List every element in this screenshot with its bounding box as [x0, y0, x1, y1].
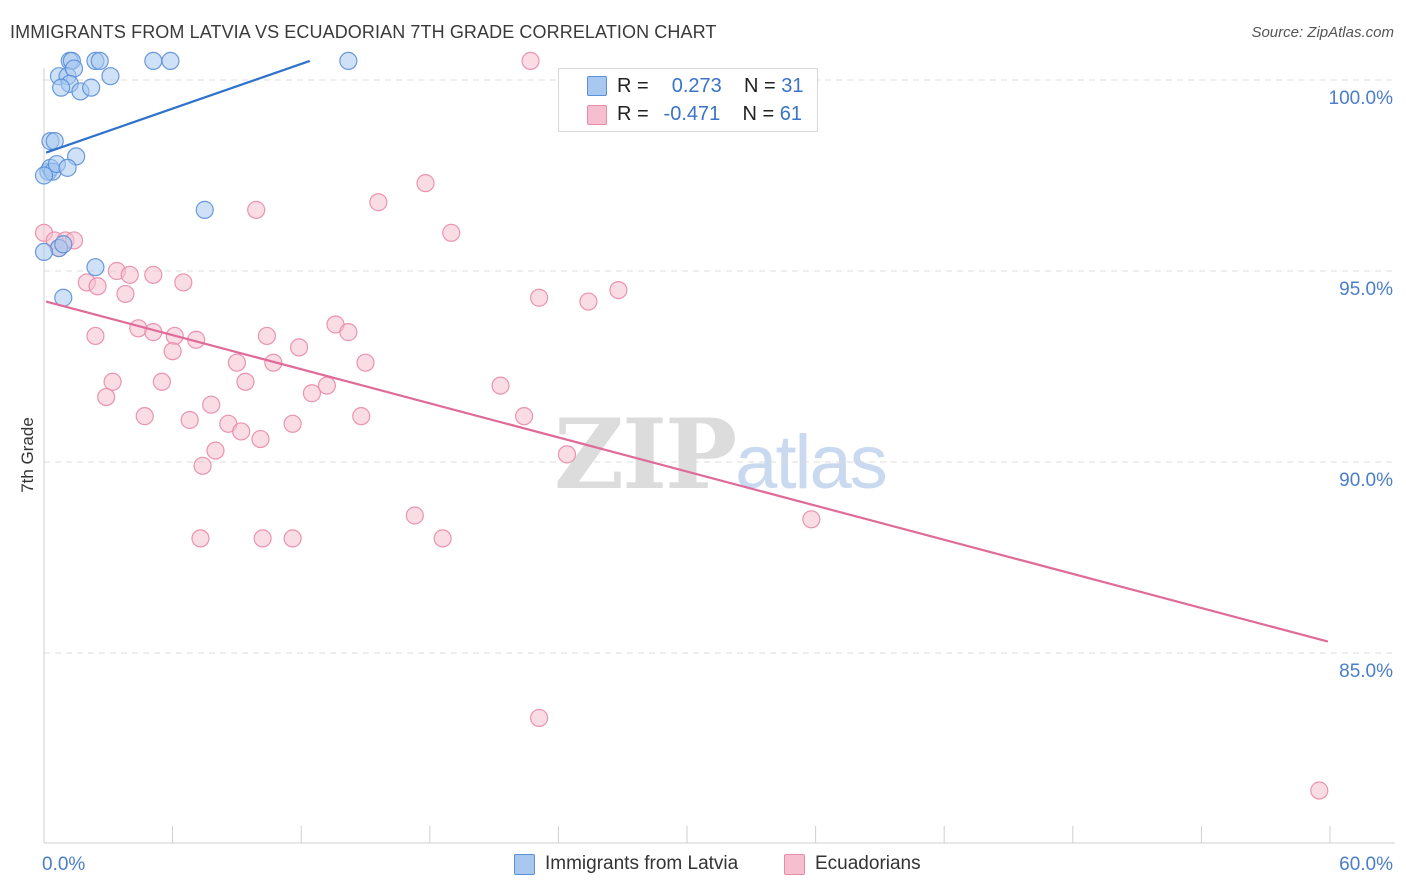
ecuadorians-point	[433, 529, 452, 548]
source-credit: Source: ZipAtlas.com	[1251, 24, 1394, 41]
y-tick-label: 100.0%	[1329, 88, 1394, 109]
latvia-point	[339, 51, 358, 71]
latvia-points	[34, 51, 358, 307]
ecuadorians-point	[283, 414, 302, 433]
x-tick-label: 0.0%	[42, 854, 85, 875]
latvia-point	[34, 242, 54, 261]
ecuadorians-point	[163, 342, 182, 361]
ecuadorians-point	[120, 265, 139, 284]
ecuadorians-point	[236, 372, 255, 391]
latvia-trend-line	[45, 59, 311, 154]
y-tick-label: 85.0%	[1339, 661, 1393, 682]
ecuadorians-points	[34, 51, 1329, 800]
ecuadorians-point	[227, 353, 246, 372]
ecuadorians-point	[530, 288, 549, 307]
watermark-zip: ZIP	[554, 398, 737, 511]
ecuadorians-point	[405, 506, 424, 525]
legend-n-value-ecuadorians: 61	[779, 102, 802, 125]
correlation-legend: R = 0.273 N = 31 R = -0.471 N = 61	[558, 68, 818, 132]
tick-labels: 100.0% 95.0% 90.0% 85.0% 0.0% 60.0%	[42, 88, 1393, 875]
legend-n-label: N =	[742, 102, 775, 125]
ecuadorians-point	[356, 353, 375, 372]
chart-title: IMMIGRANTS FROM LATVIA VS ECUADORIAN 7TH…	[10, 22, 717, 42]
ecuadorians-point	[202, 395, 221, 414]
latvia-point	[52, 78, 71, 97]
ecuadorians-point	[1310, 781, 1329, 800]
y-tick-label: 90.0%	[1339, 470, 1393, 491]
ecuadorians-point	[557, 445, 577, 464]
ecuadorians-point	[283, 529, 302, 548]
bottom-legend-swatch-latvia	[514, 853, 535, 875]
ecuadorians-point	[302, 384, 322, 403]
grid-lines	[44, 79, 1395, 654]
legend-r-value-latvia: 0.273	[671, 74, 722, 97]
ecuadorians-point	[339, 323, 358, 342]
legend-r-label: R =	[617, 74, 649, 97]
latvia-point	[64, 59, 84, 78]
latvia-point	[90, 51, 109, 71]
ecuadorians-point	[103, 372, 122, 391]
axes	[43, 68, 1395, 844]
ecuadorians-point	[206, 441, 225, 460]
x-tick-label: 60.0%	[1339, 854, 1393, 875]
ecuadorians-point	[352, 407, 371, 426]
latvia-point	[86, 258, 105, 277]
ecuadorians-point	[257, 326, 277, 346]
ecuadorians-point	[88, 277, 107, 296]
latvia-point	[161, 51, 180, 71]
ecuadorians-point	[193, 456, 212, 475]
ecuadorians-point	[191, 529, 210, 548]
legend-row-latvia: R = 0.273 N = 31	[617, 73, 804, 99]
ecuadorians-point	[515, 407, 534, 426]
ecuadorians-point	[609, 281, 628, 300]
ecuadorians-point	[174, 273, 193, 292]
legend-r-label: R =	[617, 102, 649, 125]
legend-n-value-latvia: 31	[781, 74, 804, 97]
latvia-point	[82, 78, 101, 97]
bottom-legend-latvia: Immigrants from Latvia	[514, 852, 738, 876]
ecuadorians-point	[135, 407, 154, 426]
ecuadorians-point	[180, 410, 199, 430]
bottom-legend-swatch-ecuadorians	[784, 853, 805, 875]
ecuadorians-point	[289, 338, 309, 357]
latvia-point	[54, 235, 73, 254]
latvia-point	[195, 200, 214, 219]
ecuadorians-point	[251, 429, 270, 449]
legend-swatch-ecuadorians	[587, 105, 607, 125]
latvia-point	[144, 51, 163, 71]
ecuadorians-point	[253, 529, 272, 548]
ecuadorians-point	[152, 372, 171, 391]
legend-swatch-latvia	[587, 76, 607, 96]
ecuadorians-point	[116, 284, 135, 304]
ecuadorians-point	[521, 51, 540, 71]
y-tick-label: 95.0%	[1339, 279, 1393, 300]
ecuadorians-point	[232, 422, 251, 441]
trend-lines	[45, 59, 1329, 643]
ecuadorians-point	[442, 223, 461, 242]
ecuadorians-trend-line	[45, 300, 1329, 643]
ecuadorians-point	[247, 200, 266, 219]
ecuadorians-point	[144, 265, 163, 284]
legend-n-label: N =	[744, 74, 776, 97]
ecuadorians-point	[97, 387, 116, 407]
ecuadorians-point	[317, 376, 337, 395]
bottom-legend-label-ecuadorians: Ecuadorians	[815, 853, 921, 874]
ecuadorians-point	[491, 376, 510, 395]
legend-row-ecuadorians: R = -0.471 N = 61	[617, 101, 802, 127]
ecuadorians-point	[86, 326, 105, 346]
ecuadorians-point	[369, 193, 388, 212]
ecuadorians-point	[530, 708, 549, 728]
legend-r-value-ecuadorians: -0.471	[663, 102, 721, 125]
bottom-legend-label-latvia: Immigrants from Latvia	[545, 853, 739, 874]
latvia-point	[58, 158, 77, 177]
ecuadorians-point	[416, 174, 435, 193]
ecuadorians-point	[579, 292, 598, 311]
latvia-point	[101, 67, 120, 86]
bottom-legend-ecuadorians: Ecuadorians	[784, 852, 921, 876]
ecuadorians-point	[802, 510, 821, 529]
latvia-point	[34, 166, 54, 185]
